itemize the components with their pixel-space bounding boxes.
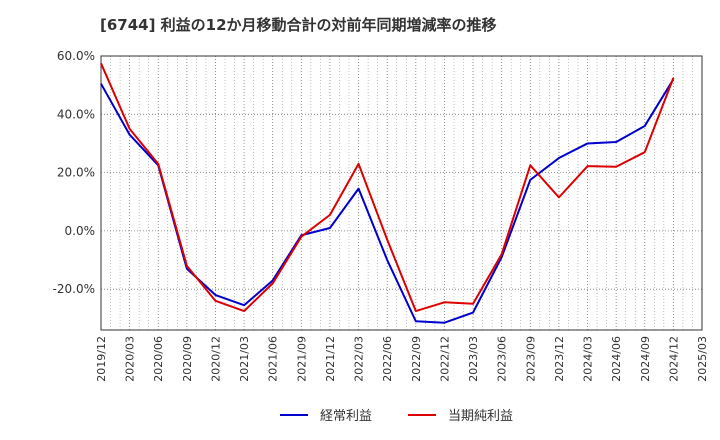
x-tick-label: 2021/06: [267, 336, 280, 382]
series-line: [100, 62, 675, 313]
x-tick-label: 2024/09: [639, 336, 652, 382]
y-tick-label: 20.0%: [57, 166, 95, 180]
x-tick-label: 2021/09: [295, 336, 308, 382]
x-tick-label: 2022/09: [410, 336, 423, 382]
x-tick-label: 2021/12: [324, 336, 337, 382]
x-tick-label: 2023/03: [467, 336, 480, 382]
y-tick-label: 40.0%: [57, 107, 95, 121]
x-tick-label: 2023/12: [553, 336, 566, 382]
x-tick-label: 2020/06: [152, 336, 165, 382]
y-tick-label: 60.0%: [57, 49, 95, 63]
y-tick-label: -20.0%: [53, 282, 95, 296]
y-tick-label: 0.0%: [65, 224, 96, 238]
chart-title: [6744] 利益の12か月移動合計の対前年同期増減率の推移: [100, 16, 497, 34]
x-tick-label: 2024/06: [610, 336, 623, 382]
legend-label: 経常利益: [320, 409, 372, 424]
x-tick-label: 2022/12: [438, 336, 451, 382]
x-tick-label: 2023/09: [524, 336, 537, 382]
x-tick-label: 2023/06: [496, 336, 509, 382]
series-line: [100, 78, 675, 324]
x-tick-label: 2024/03: [582, 336, 595, 382]
x-tick-label: 2024/12: [667, 336, 680, 382]
x-tick-label: 2022/03: [353, 336, 366, 382]
x-tick-label: 2025/03: [696, 336, 709, 382]
x-tick-label: 2020/12: [209, 336, 222, 382]
x-tick-label: 2019/12: [95, 336, 108, 382]
x-tick-label: 2022/06: [381, 336, 394, 382]
x-tick-label: 2020/09: [181, 336, 194, 382]
x-tick-label: 2021/03: [238, 336, 251, 382]
legend-label: 当期純利益: [448, 409, 513, 424]
plot-area-frame: [100, 55, 703, 331]
x-tick-label: 2020/03: [124, 336, 137, 382]
